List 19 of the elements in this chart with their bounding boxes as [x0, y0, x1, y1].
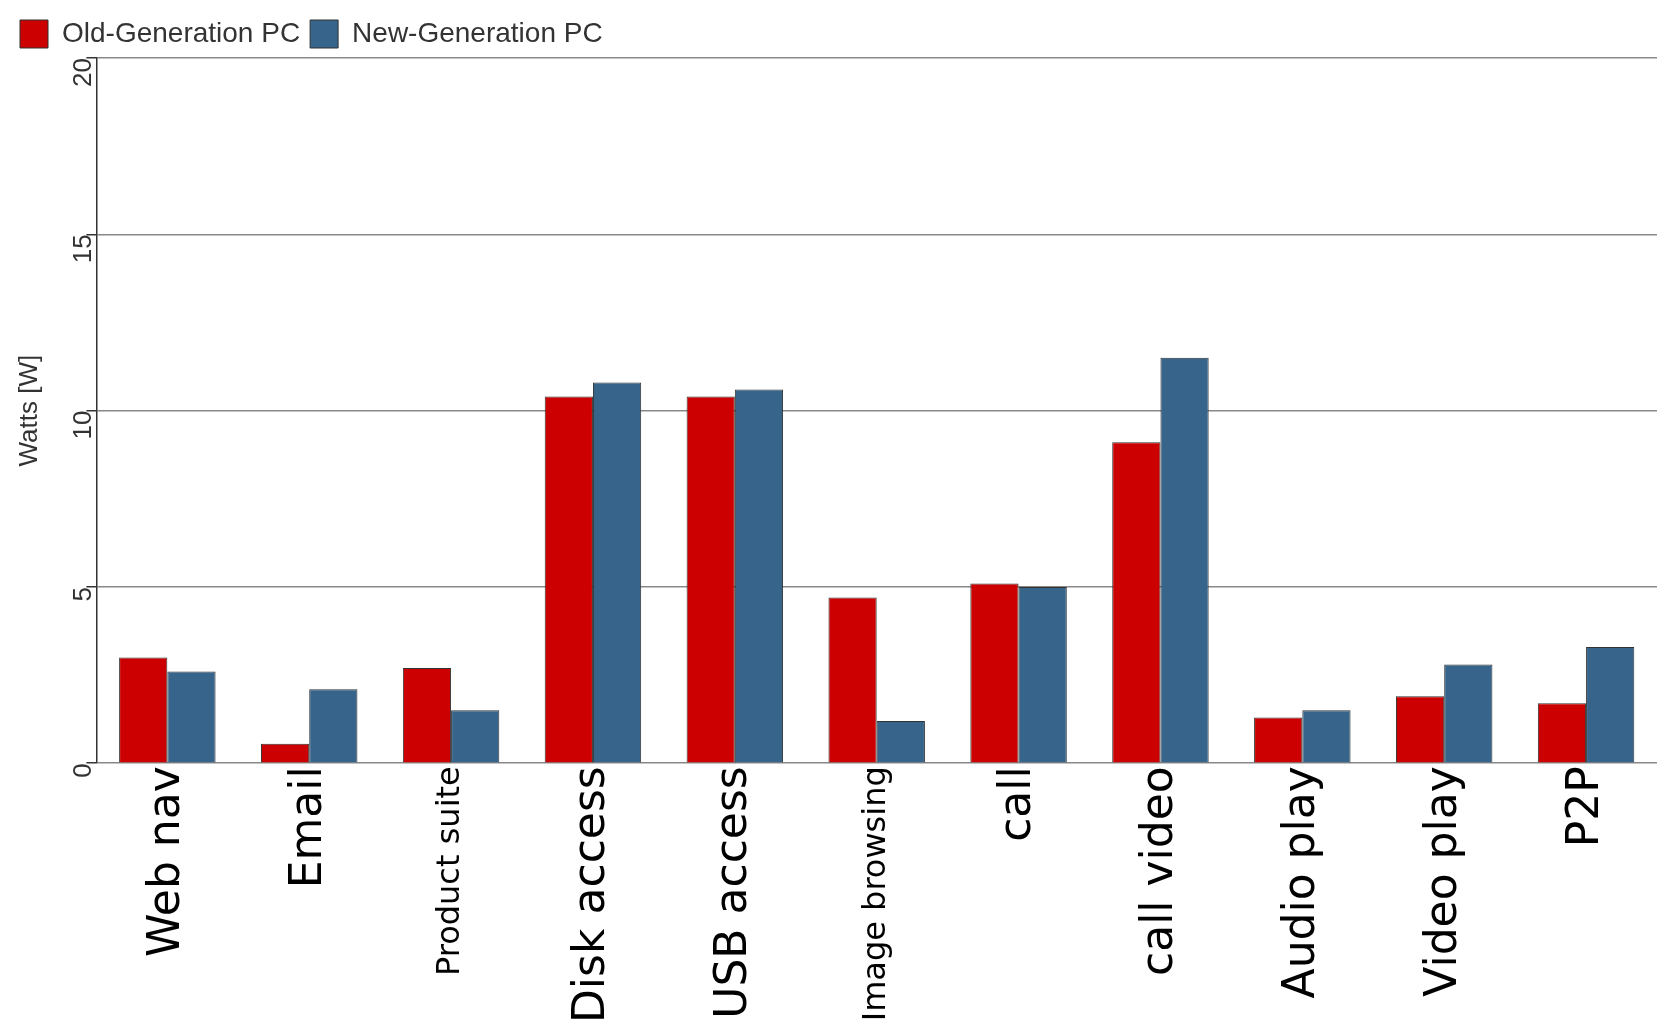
x-tick-label: P2P	[1556, 766, 1608, 848]
x-tick-label: Video play	[1414, 766, 1466, 997]
x-tick-label: Web nav	[137, 766, 189, 958]
legend-label: New-Generation PC	[352, 16, 603, 48]
x-tick-label: Email	[279, 766, 331, 889]
x-tick-label: Disk access	[563, 766, 615, 1024]
y-axis-title: Watts [W]	[12, 354, 43, 467]
x-tick-label: USB access	[705, 766, 757, 1019]
x-tick-label: Product suite	[429, 766, 468, 976]
y-tick-label: 15	[66, 234, 97, 264]
legend-label: Old-Generation PC	[62, 16, 301, 48]
y-tick-label: 10	[66, 410, 97, 440]
x-tick-label: call video	[1130, 766, 1182, 977]
y-tick-label: 20	[66, 58, 97, 87]
y-tick-label: 5	[66, 586, 97, 602]
x-tick-label: call	[989, 766, 1041, 842]
x-tick-label: Image browsing	[855, 766, 894, 1022]
y-tick-label: 0	[66, 763, 97, 778]
x-tick-label: Audio play	[1272, 766, 1324, 999]
